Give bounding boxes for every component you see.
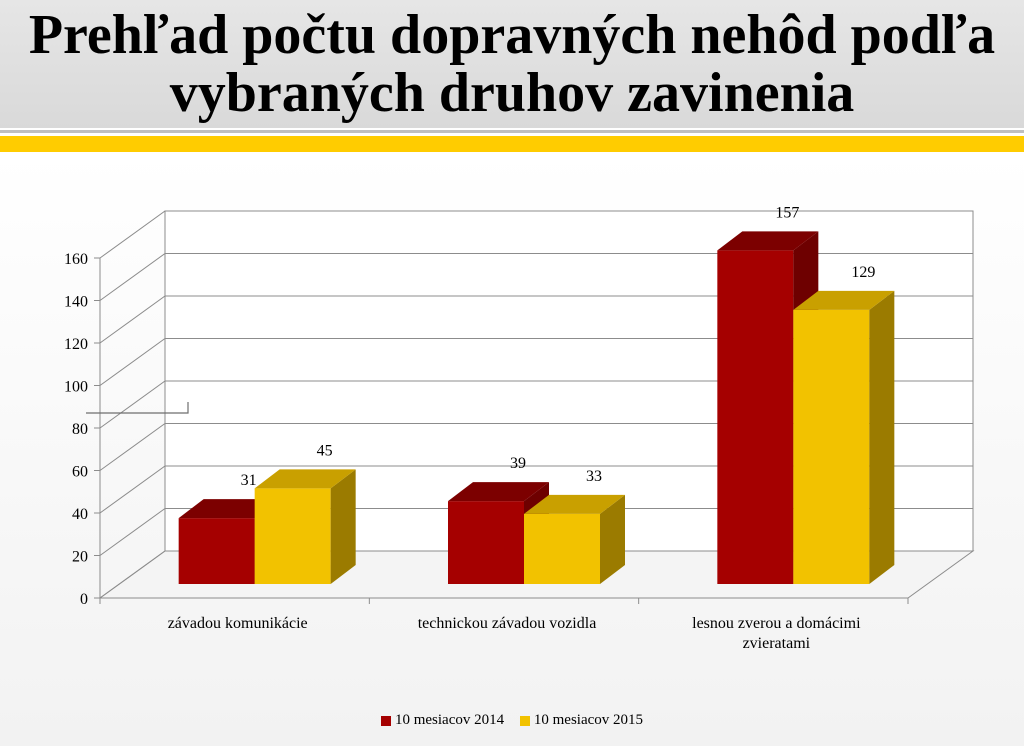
bar-front <box>524 513 600 584</box>
gridline <box>99 423 973 471</box>
y-tick-label: 20 <box>72 549 88 566</box>
x-category-label: technickou závadou vozidla <box>418 615 597 632</box>
page-title: Prehľad počtu dopravných nehôd podľa vyb… <box>28 4 996 124</box>
gridline <box>99 550 973 599</box>
title-divider <box>0 130 1024 133</box>
accent-bar <box>0 136 1024 152</box>
legend-label-2014: 10 mesiacov 2014 <box>394 712 505 728</box>
leader-line <box>86 402 189 414</box>
bar-front <box>793 309 870 584</box>
bar-top <box>524 494 625 514</box>
legend-label-2015: 10 mesiacov 2015 <box>533 712 644 728</box>
y-tick-label: 60 <box>72 464 88 481</box>
data-label-2-0: 157 <box>775 204 799 221</box>
data-label-1-1: 33 <box>586 468 602 485</box>
y-tick-label: 120 <box>64 336 88 353</box>
y-tick-label: 160 <box>64 251 88 268</box>
y-tick-label: 80 <box>72 421 88 438</box>
bar-top <box>793 290 895 310</box>
bar-2-1 <box>793 290 895 584</box>
legend-item-2015: 10 mesiacov 2015 <box>519 712 644 729</box>
bar-front <box>717 250 794 584</box>
data-label-1-0: 39 <box>510 455 526 472</box>
legend: 10 mesiacov 2014 10 mesiacov 2015 <box>0 712 1024 731</box>
x-category-label: zvieratami <box>743 635 811 652</box>
gridline <box>99 338 973 386</box>
bar-1-1 <box>524 494 625 584</box>
gridline <box>99 295 973 344</box>
y-tick-label: 0 <box>80 591 88 608</box>
legend-item-2014: 10 mesiacov 2014 <box>380 712 505 729</box>
bar-side <box>330 469 356 584</box>
bar-side <box>869 290 895 584</box>
data-label-0-0: 31 <box>241 472 257 489</box>
legend-swatch-2014 <box>380 715 391 726</box>
x-category-label: lesnou zverou a domácimi <box>692 615 861 632</box>
data-label-0-1: 45 <box>317 442 333 459</box>
gridline <box>99 253 973 301</box>
bar-0-1 <box>254 469 356 584</box>
bar-front <box>178 518 255 584</box>
y-tick-label: 100 <box>64 379 88 396</box>
bar-front <box>254 488 331 584</box>
bar-top <box>717 231 819 251</box>
gridline <box>99 380 973 429</box>
bar-top <box>178 499 280 519</box>
title-band <box>0 0 1024 128</box>
bar-front <box>448 501 524 584</box>
gridline <box>99 508 973 556</box>
bar-side <box>600 494 625 584</box>
y-tick-label: 140 <box>64 294 88 311</box>
x-category-label: závadou komunikácie <box>168 615 308 632</box>
y-tick-label: 40 <box>72 506 88 523</box>
bar-top <box>254 469 356 489</box>
gridline <box>99 210 973 259</box>
legend-swatch-2015 <box>519 715 530 726</box>
gridline <box>99 465 973 514</box>
data-label-2-1: 129 <box>851 264 875 281</box>
bar-top <box>448 482 549 502</box>
